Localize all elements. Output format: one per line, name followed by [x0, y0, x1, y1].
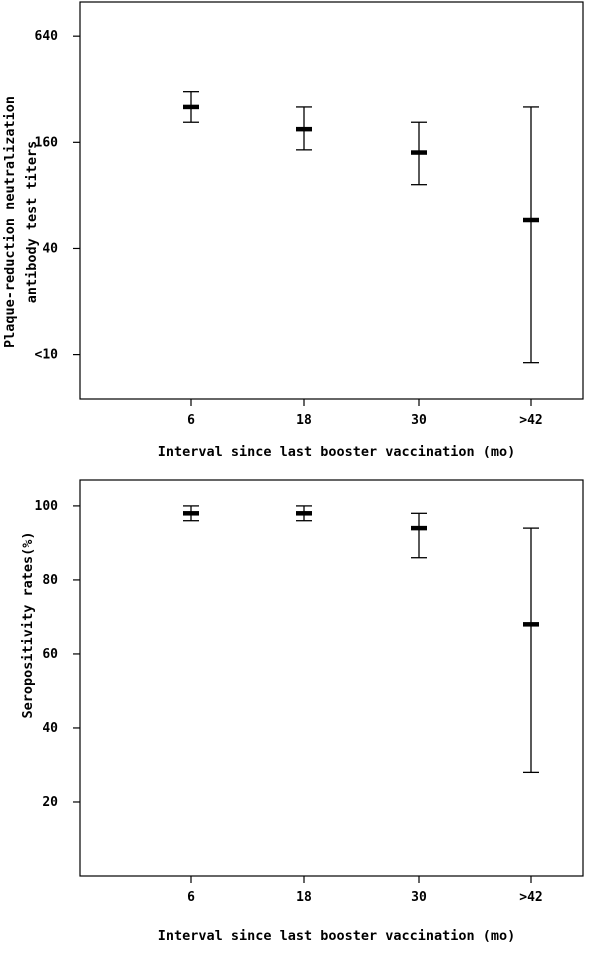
- y-tick-label: 40: [42, 241, 58, 256]
- x-tick-label: 6: [187, 413, 195, 428]
- error-bar: [296, 505, 312, 522]
- x-tick-label: 30: [411, 413, 427, 428]
- y-axis-label: Seropositivity rates(%): [20, 532, 36, 719]
- x-tick-label: >42: [519, 413, 542, 428]
- error-bar: [183, 505, 199, 522]
- y-tick-label: 100: [35, 499, 59, 514]
- error-bar: [296, 106, 312, 151]
- plot-frame: [79, 479, 584, 877]
- x-axis-label: Interval since last booster vaccination …: [158, 444, 516, 460]
- error-bar: [523, 106, 539, 364]
- y-tick-label: 160: [35, 135, 59, 150]
- error-bar: [411, 512, 427, 559]
- chart-2: 20 40 60 80 100 6 18 30 >42 Interval since last b…: [20, 479, 584, 944]
- x-tick-label: 18: [296, 890, 312, 905]
- x-tick-label: 18: [296, 413, 312, 428]
- y-tick-label: 40: [42, 721, 58, 736]
- plot-frame: [79, 1, 584, 400]
- y-axis-label: Plaque-reduction neutralization: [2, 96, 18, 348]
- y-tick-label: <10: [35, 348, 59, 363]
- error-bar: [183, 91, 199, 123]
- y-tick-label: 60: [42, 647, 58, 662]
- chart-1: <10 40 160 640 6 18 30 >42 Interval since last b…: [2, 1, 584, 460]
- error-bar: [523, 527, 539, 774]
- x-tick-label: >42: [519, 890, 542, 905]
- x-tick-label: 30: [411, 890, 427, 905]
- y-tick-label: 20: [42, 795, 58, 810]
- error-bar: [411, 121, 427, 186]
- y-tick-label: 640: [35, 29, 59, 44]
- x-tick-label: 6: [187, 890, 195, 905]
- x-axis-label: Interval since last booster vaccination …: [158, 928, 516, 944]
- y-axis-label: antibody test titers: [24, 141, 40, 304]
- y-tick-label: 80: [42, 573, 58, 588]
